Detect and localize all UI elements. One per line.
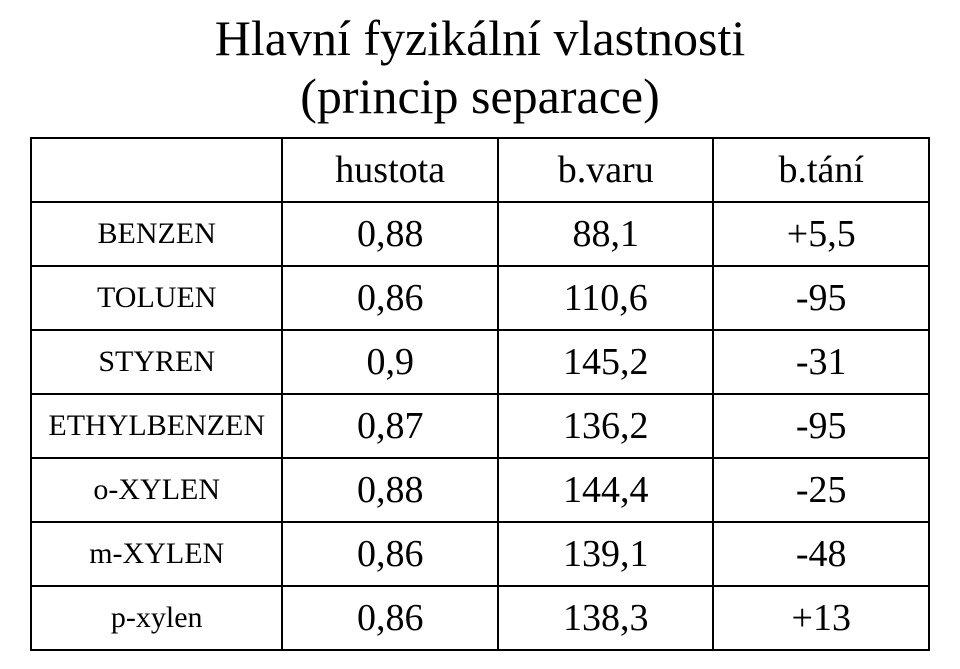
cell-value: -95 [713,266,929,330]
header-hustota: hustota [282,138,498,202]
header-btani: b.tání [713,138,929,202]
cell-value: 88,1 [498,202,714,266]
title-line-2: (princip separace) [300,68,660,124]
cell-value: 136,2 [498,394,714,458]
cell-value: -95 [713,394,929,458]
row-label: ETHYLBENZEN [31,394,282,458]
table-header-row: hustota b.varu b.tání [31,138,929,202]
header-blank [31,138,282,202]
properties-table: hustota b.varu b.tání BENZEN 0,88 88,1 +… [30,137,930,651]
cell-value: -31 [713,330,929,394]
table-row: TOLUEN 0,86 110,6 -95 [31,266,929,330]
title-line-1: Hlavní fyzikální vlastnosti [215,10,745,66]
cell-value: +13 [713,586,929,650]
cell-value: 0,88 [282,458,498,522]
cell-value: 0,9 [282,330,498,394]
table-row: ETHYLBENZEN 0,87 136,2 -95 [31,394,929,458]
cell-value: 0,86 [282,266,498,330]
row-label: m-XYLEN [31,522,282,586]
cell-value: 0,88 [282,202,498,266]
cell-value: 0,87 [282,394,498,458]
table-row: p-xylen 0,86 138,3 +13 [31,586,929,650]
row-label: TOLUEN [31,266,282,330]
table-row: m-XYLEN 0,86 139,1 -48 [31,522,929,586]
cell-value: 139,1 [498,522,714,586]
row-label: STYREN [31,330,282,394]
row-label: o-XYLEN [31,458,282,522]
cell-value: 0,86 [282,522,498,586]
row-label: p-xylen [31,586,282,650]
table-row: o-XYLEN 0,88 144,4 -25 [31,458,929,522]
cell-value: -25 [713,458,929,522]
table-row: STYREN 0,9 145,2 -31 [31,330,929,394]
row-label: BENZEN [31,202,282,266]
cell-value: 0,86 [282,586,498,650]
cell-value: 138,3 [498,586,714,650]
header-bvaru: b.varu [498,138,714,202]
table-row: BENZEN 0,88 88,1 +5,5 [31,202,929,266]
cell-value: +5,5 [713,202,929,266]
cell-value: 110,6 [498,266,714,330]
cell-value: 144,4 [498,458,714,522]
cell-value: -48 [713,522,929,586]
page-title: Hlavní fyzikální vlastnosti (princip sep… [30,10,930,125]
cell-value: 145,2 [498,330,714,394]
